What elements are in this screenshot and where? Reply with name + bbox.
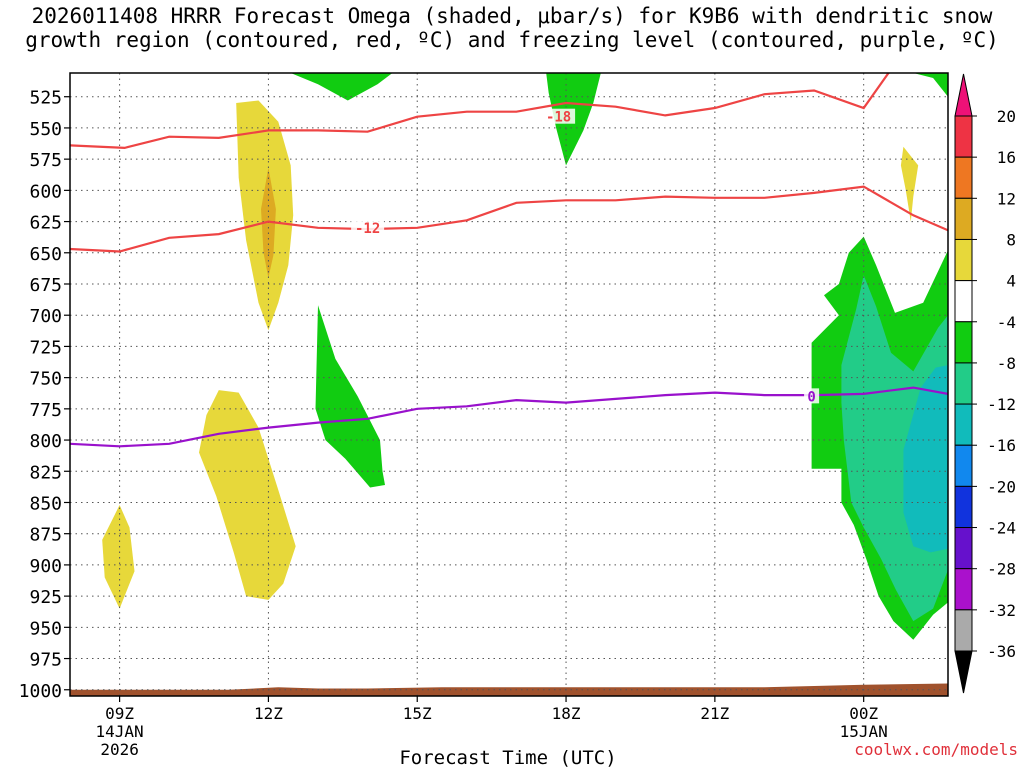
colorbar-band-1	[954, 156, 973, 199]
chart-title: 2026011408 HRRR Forecast Omega (shaded, …	[0, 4, 1024, 52]
x-axis-label: Forecast Time (UTC)	[399, 747, 616, 768]
colorbar: 20 16 12 8 4 -4 -8 -12 -16 -20 -24 -28 -32 -36	[954, 73, 1016, 694]
shade-yellow-c	[102, 505, 135, 609]
colorbar-band-4	[954, 280, 973, 323]
terrain-fill	[70, 683, 948, 696]
shade-green-d	[913, 73, 948, 97]
isotherm-minus12-left-label-bg	[351, 219, 385, 235]
y-tick-label-1000: 1000	[19, 681, 62, 702]
x-tick-label-12-0: 12Z	[254, 704, 283, 723]
colorbar-band-3	[954, 238, 973, 282]
colorbar-band-2	[954, 197, 973, 240]
chart-title-line-2: growth region (contoured, red, ºC) and f…	[25, 28, 999, 52]
isotherm-minus18-line	[70, 73, 890, 150]
contour-layer: -18 -12 0	[70, 73, 948, 448]
colorbar-label-6: -8	[997, 354, 1016, 373]
y-tick-label-950: 950	[29, 618, 62, 639]
shade-green-a	[315, 305, 385, 488]
x-tick-label-9-1: 14JAN	[96, 722, 144, 741]
x-tick-label-9-0: 09Z	[105, 704, 134, 723]
y-tick-label-700: 700	[29, 306, 62, 327]
colorbar-band-5	[954, 321, 973, 364]
x-tick-label-18-0: 18Z	[552, 704, 581, 723]
colorbar-label-10: -24	[987, 519, 1016, 538]
colorbar-band-9	[954, 485, 973, 529]
colorbar-band-6	[954, 362, 973, 405]
y-tick-label-650: 650	[29, 244, 62, 265]
colorbar-label-0: 20	[997, 107, 1016, 126]
y-tick-label-800: 800	[29, 431, 62, 452]
colorbar-label-13: -36	[987, 642, 1016, 661]
colorbar-over-arrow	[954, 73, 973, 117]
isotherm-minus18-label-bg	[542, 108, 576, 124]
y-tick-label-925: 925	[29, 587, 62, 608]
plot-frame	[69, 72, 949, 697]
shade-yellow-d	[900, 146, 919, 222]
colorbar-band-12	[954, 609, 973, 652]
colorbar-band-0	[954, 115, 973, 158]
colorbar-label-2: 12	[997, 189, 1016, 208]
colorbar-band-7	[954, 403, 973, 446]
y-tick-label-825: 825	[29, 462, 62, 483]
isotherm-minus12-left-label: -12	[355, 221, 380, 237]
colorbar-label-11: -28	[987, 560, 1016, 579]
colorbar-label-7: -12	[987, 395, 1016, 414]
y-tick-label-900: 900	[29, 556, 62, 577]
y-tick-label-625: 625	[29, 213, 62, 234]
shade-cyan	[903, 365, 948, 553]
chart-title-line-1: 2026011408 HRRR Forecast Omega (shaded, …	[31, 4, 993, 28]
colorbar-band-10	[954, 527, 973, 570]
colorbar-under-arrow	[954, 650, 973, 694]
colorbar-label-8: -16	[987, 436, 1016, 455]
y-tick-label-750: 750	[29, 369, 62, 390]
x-tick-label-15-0: 15Z	[403, 704, 432, 723]
isotherm-minus12-left-line	[70, 185, 948, 253]
y-tick-label-600: 600	[29, 181, 62, 202]
terrain-layer	[70, 683, 948, 696]
colorbar-band-11	[954, 568, 973, 611]
colorbar-label-9: -20	[987, 477, 1016, 496]
colorbar-label-1: 16	[997, 148, 1016, 167]
grid-layer	[70, 73, 948, 696]
y-tick-label-875: 875	[29, 525, 62, 546]
isotherm-minus18-label: -18	[546, 110, 571, 126]
y-tick-label-525: 525	[29, 88, 62, 109]
credit-link[interactable]: coolwx.com/models	[854, 740, 1018, 759]
y-tick-label-575: 575	[29, 150, 62, 171]
isotherm-freezing-label: 0	[807, 389, 815, 405]
shade-green-c	[290, 73, 393, 101]
y-tick-label-775: 775	[29, 400, 62, 421]
y-axis: 525 550 575 600 625 650 675 700 725 750 775 800 825 8…	[19, 88, 70, 702]
colorbar-label-4: 4	[1006, 272, 1016, 291]
x-tick-label-24-0: 00Z	[849, 704, 878, 723]
colorbar-label-12: -32	[987, 601, 1016, 620]
shade-yellow-b	[199, 390, 296, 600]
y-tick-label-975: 975	[29, 650, 62, 671]
colorbar-label-3: 8	[1006, 230, 1016, 249]
x-tick-label-21-0: 21Z	[700, 704, 729, 723]
colorbar-label-5: -4	[997, 313, 1016, 332]
y-tick-label-675: 675	[29, 275, 62, 296]
colorbar-band-8	[954, 444, 973, 487]
y-tick-label-550: 550	[29, 119, 62, 140]
omega-shading-layer	[102, 73, 948, 640]
isotherm-freezing-label-bg	[804, 388, 820, 404]
y-tick-label-850: 850	[29, 493, 62, 514]
x-tick-label-24-1: 15JAN	[840, 722, 888, 741]
x-tick-label-9-2: 2026	[100, 740, 139, 759]
y-tick-label-725: 725	[29, 337, 62, 358]
